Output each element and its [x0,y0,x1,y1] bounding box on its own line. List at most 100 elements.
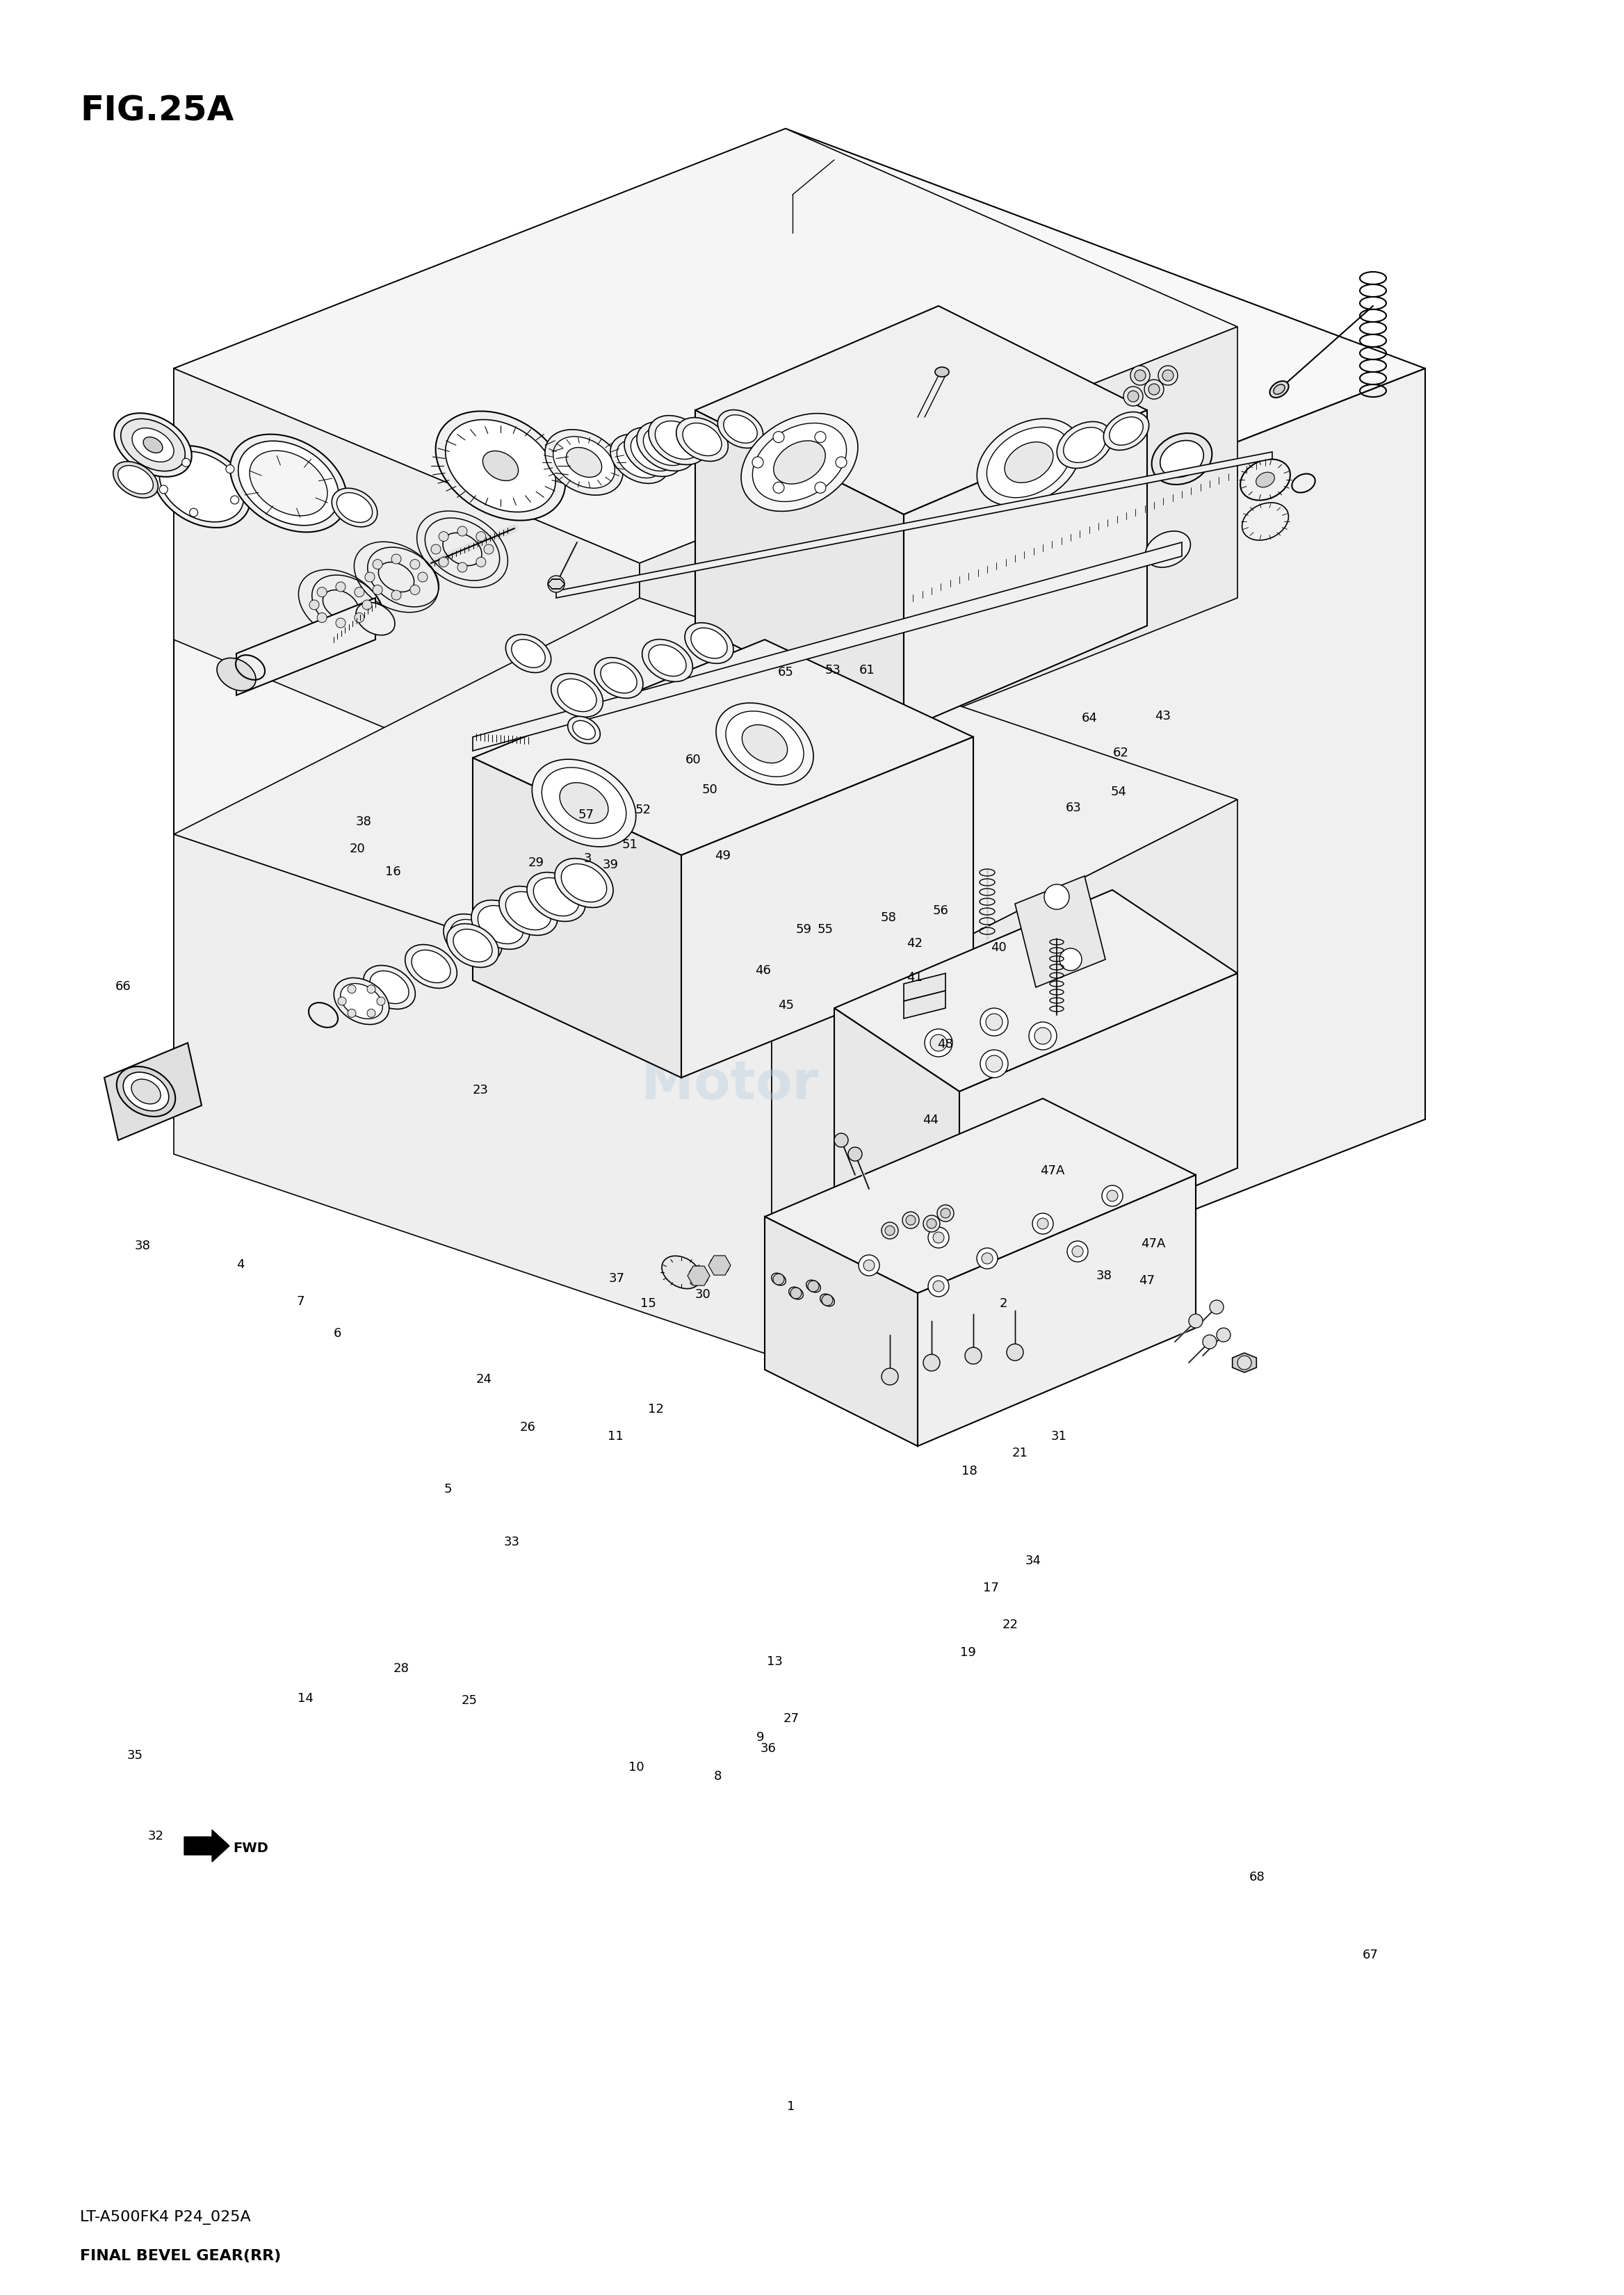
Circle shape [836,457,846,468]
Circle shape [338,996,346,1005]
Circle shape [190,507,198,516]
Circle shape [1038,1219,1049,1230]
Ellipse shape [250,450,328,516]
Ellipse shape [512,640,546,668]
Circle shape [547,576,565,592]
Ellipse shape [648,415,706,464]
Circle shape [484,544,494,553]
Circle shape [417,571,427,583]
Circle shape [159,484,167,493]
Ellipse shape [1103,411,1148,450]
Circle shape [906,1216,916,1226]
Polygon shape [905,991,945,1019]
Circle shape [791,1287,802,1299]
Ellipse shape [643,427,689,466]
Circle shape [986,1056,1002,1072]
Circle shape [411,560,421,569]
Polygon shape [765,1099,1195,1292]
Ellipse shape [114,461,158,498]
Ellipse shape [1255,473,1275,487]
Ellipse shape [443,913,502,964]
Text: 49: 49 [715,849,731,863]
Text: 37: 37 [609,1271,625,1285]
Polygon shape [708,1255,731,1276]
Ellipse shape [533,760,637,847]
Circle shape [931,1035,947,1051]
Text: 3: 3 [585,851,591,865]
Text: 63: 63 [1065,801,1082,815]
Circle shape [365,571,375,583]
Polygon shape [695,411,905,730]
Ellipse shape [1160,441,1203,477]
Text: 1: 1 [788,2100,794,2114]
Ellipse shape [356,601,395,636]
Text: 28: 28 [393,1662,409,1675]
Ellipse shape [445,420,555,512]
Polygon shape [473,542,1182,750]
Polygon shape [820,369,1426,1356]
Circle shape [367,1010,375,1017]
Text: 39: 39 [603,858,619,872]
Text: 18: 18 [961,1464,978,1478]
Circle shape [927,1276,948,1297]
Polygon shape [174,369,820,1356]
Polygon shape [640,326,1237,835]
Ellipse shape [685,622,734,663]
Text: 17: 17 [983,1581,999,1595]
Circle shape [348,1010,356,1017]
Circle shape [822,1294,833,1306]
Circle shape [1072,1246,1083,1258]
Polygon shape [555,452,1272,599]
Ellipse shape [654,420,700,459]
Circle shape [864,1260,875,1271]
Circle shape [986,1014,1002,1030]
Text: 8: 8 [715,1769,721,1783]
Polygon shape [695,305,1147,514]
Ellipse shape [331,489,377,528]
Circle shape [336,583,346,592]
Circle shape [1007,1345,1023,1361]
Ellipse shape [132,1079,161,1104]
Text: FWD: FWD [232,1841,268,1854]
Text: 31: 31 [1051,1430,1067,1444]
Polygon shape [174,599,1237,1035]
Text: 36: 36 [760,1742,776,1756]
Text: 26: 26 [520,1421,536,1434]
Text: 6: 6 [335,1327,341,1340]
Text: 11: 11 [607,1430,624,1444]
Circle shape [1034,1028,1051,1044]
Circle shape [1203,1336,1216,1349]
Polygon shape [835,1008,960,1285]
Circle shape [1044,884,1069,909]
Circle shape [317,588,326,597]
Ellipse shape [718,411,763,448]
Ellipse shape [1270,381,1288,397]
Circle shape [317,613,326,622]
Ellipse shape [773,441,825,484]
Ellipse shape [806,1281,820,1292]
Polygon shape [918,1175,1195,1446]
Circle shape [1108,1191,1117,1200]
Circle shape [885,1226,895,1235]
Circle shape [1124,386,1143,406]
Ellipse shape [573,721,596,739]
Ellipse shape [568,716,601,744]
Circle shape [354,588,364,597]
Circle shape [752,457,763,468]
Circle shape [1216,1329,1231,1343]
Circle shape [1103,1187,1122,1207]
Circle shape [882,1223,898,1239]
Text: 22: 22 [1002,1618,1018,1632]
Text: 29: 29 [528,856,544,870]
Polygon shape [174,369,640,835]
Text: 52: 52 [635,803,651,817]
Circle shape [924,1028,952,1056]
Ellipse shape [987,427,1072,498]
Polygon shape [1233,1354,1257,1372]
Circle shape [377,996,385,1005]
Ellipse shape [120,418,185,470]
Text: 38: 38 [1096,1269,1112,1283]
Ellipse shape [231,434,348,532]
Circle shape [1067,1242,1088,1262]
Ellipse shape [1241,459,1289,500]
